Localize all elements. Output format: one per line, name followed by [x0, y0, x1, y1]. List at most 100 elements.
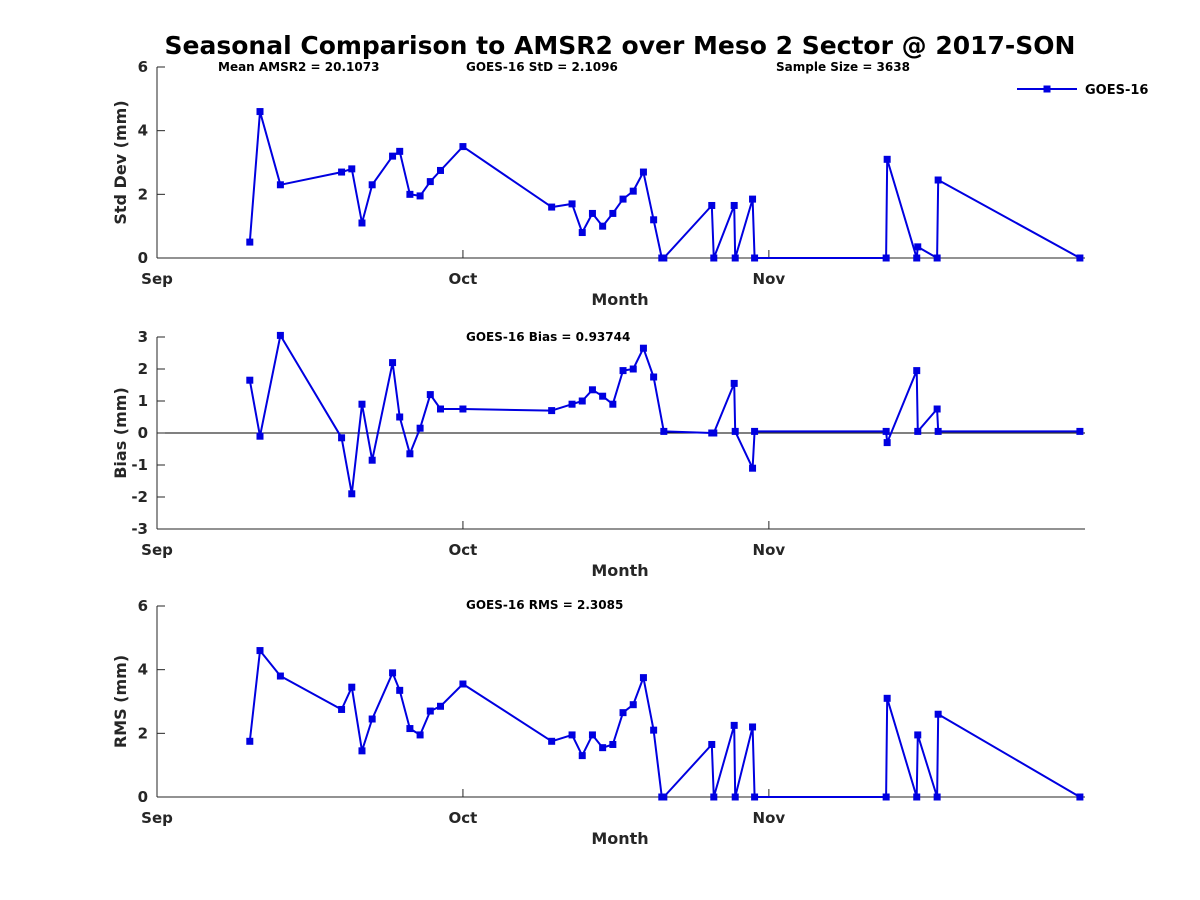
data-point: [629, 365, 637, 373]
data-point: [914, 243, 922, 251]
data-point: [338, 705, 346, 713]
legend: GOES-16: [1017, 83, 1148, 98]
data-point: [639, 674, 647, 682]
data-point: [548, 407, 556, 415]
data-point: [459, 680, 467, 688]
data-point: [338, 434, 346, 442]
data-point: [396, 413, 404, 421]
data-point: [276, 331, 284, 339]
data-point: [882, 427, 890, 435]
data-point: [650, 373, 658, 381]
data-point: [914, 427, 922, 435]
data-point: [708, 740, 716, 748]
data-point: [396, 686, 404, 694]
data-point: [660, 427, 668, 435]
data-point: [568, 400, 576, 408]
chart-panel-bias: -3 -2 -1 0 1 2 3 Sep Oct Nov Month Bias (mm) GOES-16…: [111, 328, 1085, 580]
data-point: [650, 216, 658, 224]
data-point: [1076, 427, 1084, 435]
data-point: [436, 405, 444, 413]
data-point: [588, 731, 596, 739]
y-tick-label: 6: [138, 58, 148, 76]
data-point: [660, 254, 668, 262]
data-point: [568, 731, 576, 739]
x-tick-label: Sep: [141, 541, 173, 559]
data-point: [416, 424, 424, 432]
data-point: [933, 793, 941, 801]
data-point: [459, 143, 467, 151]
data-point: [934, 710, 942, 718]
data-point: [246, 376, 254, 384]
data-point: [426, 178, 434, 186]
y-axis-label: Std Dev (mm): [111, 100, 130, 224]
y-tick-label: -1: [131, 456, 148, 474]
data-point: [1076, 793, 1084, 801]
chart-panel-stddev: 0 2 4 6 Sep Oct Nov Month Std Dev (mm) Mean AMSR2…: [111, 58, 1148, 309]
y-tick-label: 2: [138, 185, 148, 203]
data-point: [256, 432, 264, 440]
data-point: [882, 793, 890, 801]
data-point: [396, 147, 404, 155]
data-point: [599, 744, 607, 752]
data-point: [883, 155, 891, 163]
data-point: [578, 752, 586, 760]
data-point: [730, 379, 738, 387]
data-point: [588, 386, 596, 394]
x-axis-label: Month: [591, 829, 648, 848]
data-point: [883, 694, 891, 702]
data-point: [246, 238, 254, 246]
data-point: [338, 168, 346, 176]
data-point: [548, 203, 556, 211]
data-point: [619, 367, 627, 375]
data-point: [416, 731, 424, 739]
y-tick-label: 1: [138, 392, 148, 410]
data-point: [389, 669, 397, 677]
data-point: [751, 254, 759, 262]
data-point: [619, 195, 627, 203]
data-point: [599, 222, 607, 230]
y-tick-label: 2: [138, 360, 148, 378]
data-point: [389, 359, 397, 367]
data-point: [629, 187, 637, 195]
data-point: [710, 793, 718, 801]
y-tick-label: 0: [138, 249, 148, 267]
series-line: [248, 649, 1081, 798]
data-point: [358, 747, 366, 755]
data-point: [749, 195, 757, 203]
y-tick-label: 4: [138, 661, 148, 679]
data-point: [348, 683, 356, 691]
y-tick-label: 0: [138, 788, 148, 806]
data-point: [639, 344, 647, 352]
data-point: [406, 450, 414, 458]
data-point: [348, 490, 356, 498]
y-tick-label: -2: [131, 488, 148, 506]
y-axis-label: RMS (mm): [111, 655, 130, 748]
x-tick-label: Sep: [141, 270, 173, 288]
data-point: [609, 400, 617, 408]
data-point: [436, 702, 444, 710]
data-point: [913, 793, 921, 801]
stat-annotation: Sample Size = 3638: [776, 60, 910, 74]
x-tick-label: Nov: [753, 270, 786, 288]
data-point: [650, 726, 658, 734]
chart-panels: 0 2 4 6 Sep Oct Nov Month Std Dev (mm) Mean AMSR2…: [111, 58, 1148, 848]
data-point: [416, 192, 424, 200]
data-point: [426, 707, 434, 715]
data-point: [933, 405, 941, 413]
data-point: [1076, 254, 1084, 262]
data-point: [246, 737, 254, 745]
data-point: [358, 219, 366, 227]
data-point: [609, 209, 617, 217]
y-tick-label: 4: [138, 122, 148, 140]
data-point: [749, 464, 757, 472]
data-point: [751, 427, 759, 435]
data-point: [751, 793, 759, 801]
data-point: [348, 165, 356, 173]
data-point: [548, 737, 556, 745]
legend-entry: GOES-16: [1085, 83, 1148, 98]
data-point: [731, 427, 739, 435]
chart-panel-rms: 0 2 4 6 Sep Oct Nov Month RMS (mm) GOES-16 RMS = …: [111, 597, 1085, 848]
data-point: [708, 201, 716, 209]
data-point: [588, 209, 596, 217]
data-point: [459, 405, 467, 413]
